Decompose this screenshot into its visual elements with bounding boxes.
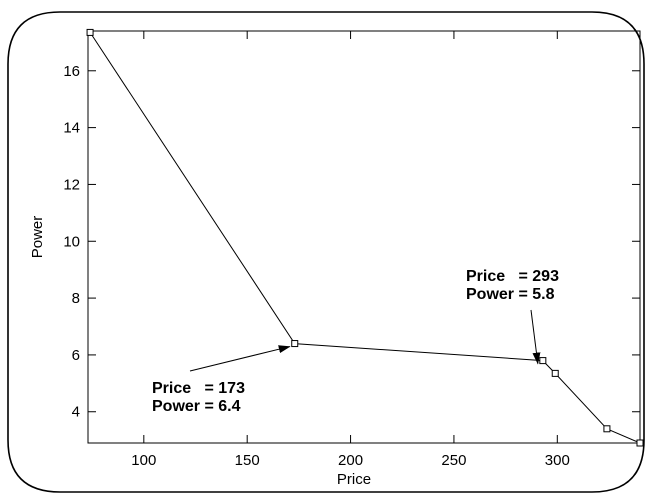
y-tick-label: 4	[72, 404, 80, 421]
data-point	[539, 357, 547, 365]
plot-area	[87, 30, 641, 444]
series-group	[86, 28, 644, 447]
annotation-text: Power = 5.8	[466, 286, 555, 303]
y-tick-label: 8	[72, 290, 80, 307]
series-line	[89, 32, 641, 444]
data-point	[636, 439, 644, 447]
annotation-text: Price = 293	[466, 268, 559, 285]
annotation-text: Power = 6.4	[152, 398, 241, 415]
y-tick-label: 10	[63, 233, 80, 250]
annotation-arrow	[189, 345, 291, 372]
data-point	[86, 28, 94, 36]
x-tick-label: 250	[441, 452, 466, 469]
data-point	[551, 369, 559, 377]
ticks	[88, 31, 640, 443]
tick-labels: 100 150 200 250 300 4 6 8 10 12 14 16	[63, 63, 570, 469]
x-tick-label: 200	[338, 452, 363, 469]
y-tick-label: 12	[63, 176, 80, 193]
y-tick-label: 16	[63, 63, 80, 80]
x-tick-label: 300	[545, 452, 570, 469]
y-tick-label: 6	[72, 347, 80, 364]
x-tick-label: 100	[131, 452, 156, 469]
outer-frame	[7, 11, 645, 493]
data-point	[291, 340, 299, 348]
x-tick-label: 150	[235, 452, 260, 469]
x-axis-label: Price	[337, 471, 371, 488]
y-axis-label: Power	[29, 216, 46, 259]
data-point	[603, 425, 611, 433]
annotation-text: Price = 173	[152, 380, 245, 397]
y-tick-label: 14	[63, 120, 80, 137]
annotation-arrow	[530, 309, 541, 365]
